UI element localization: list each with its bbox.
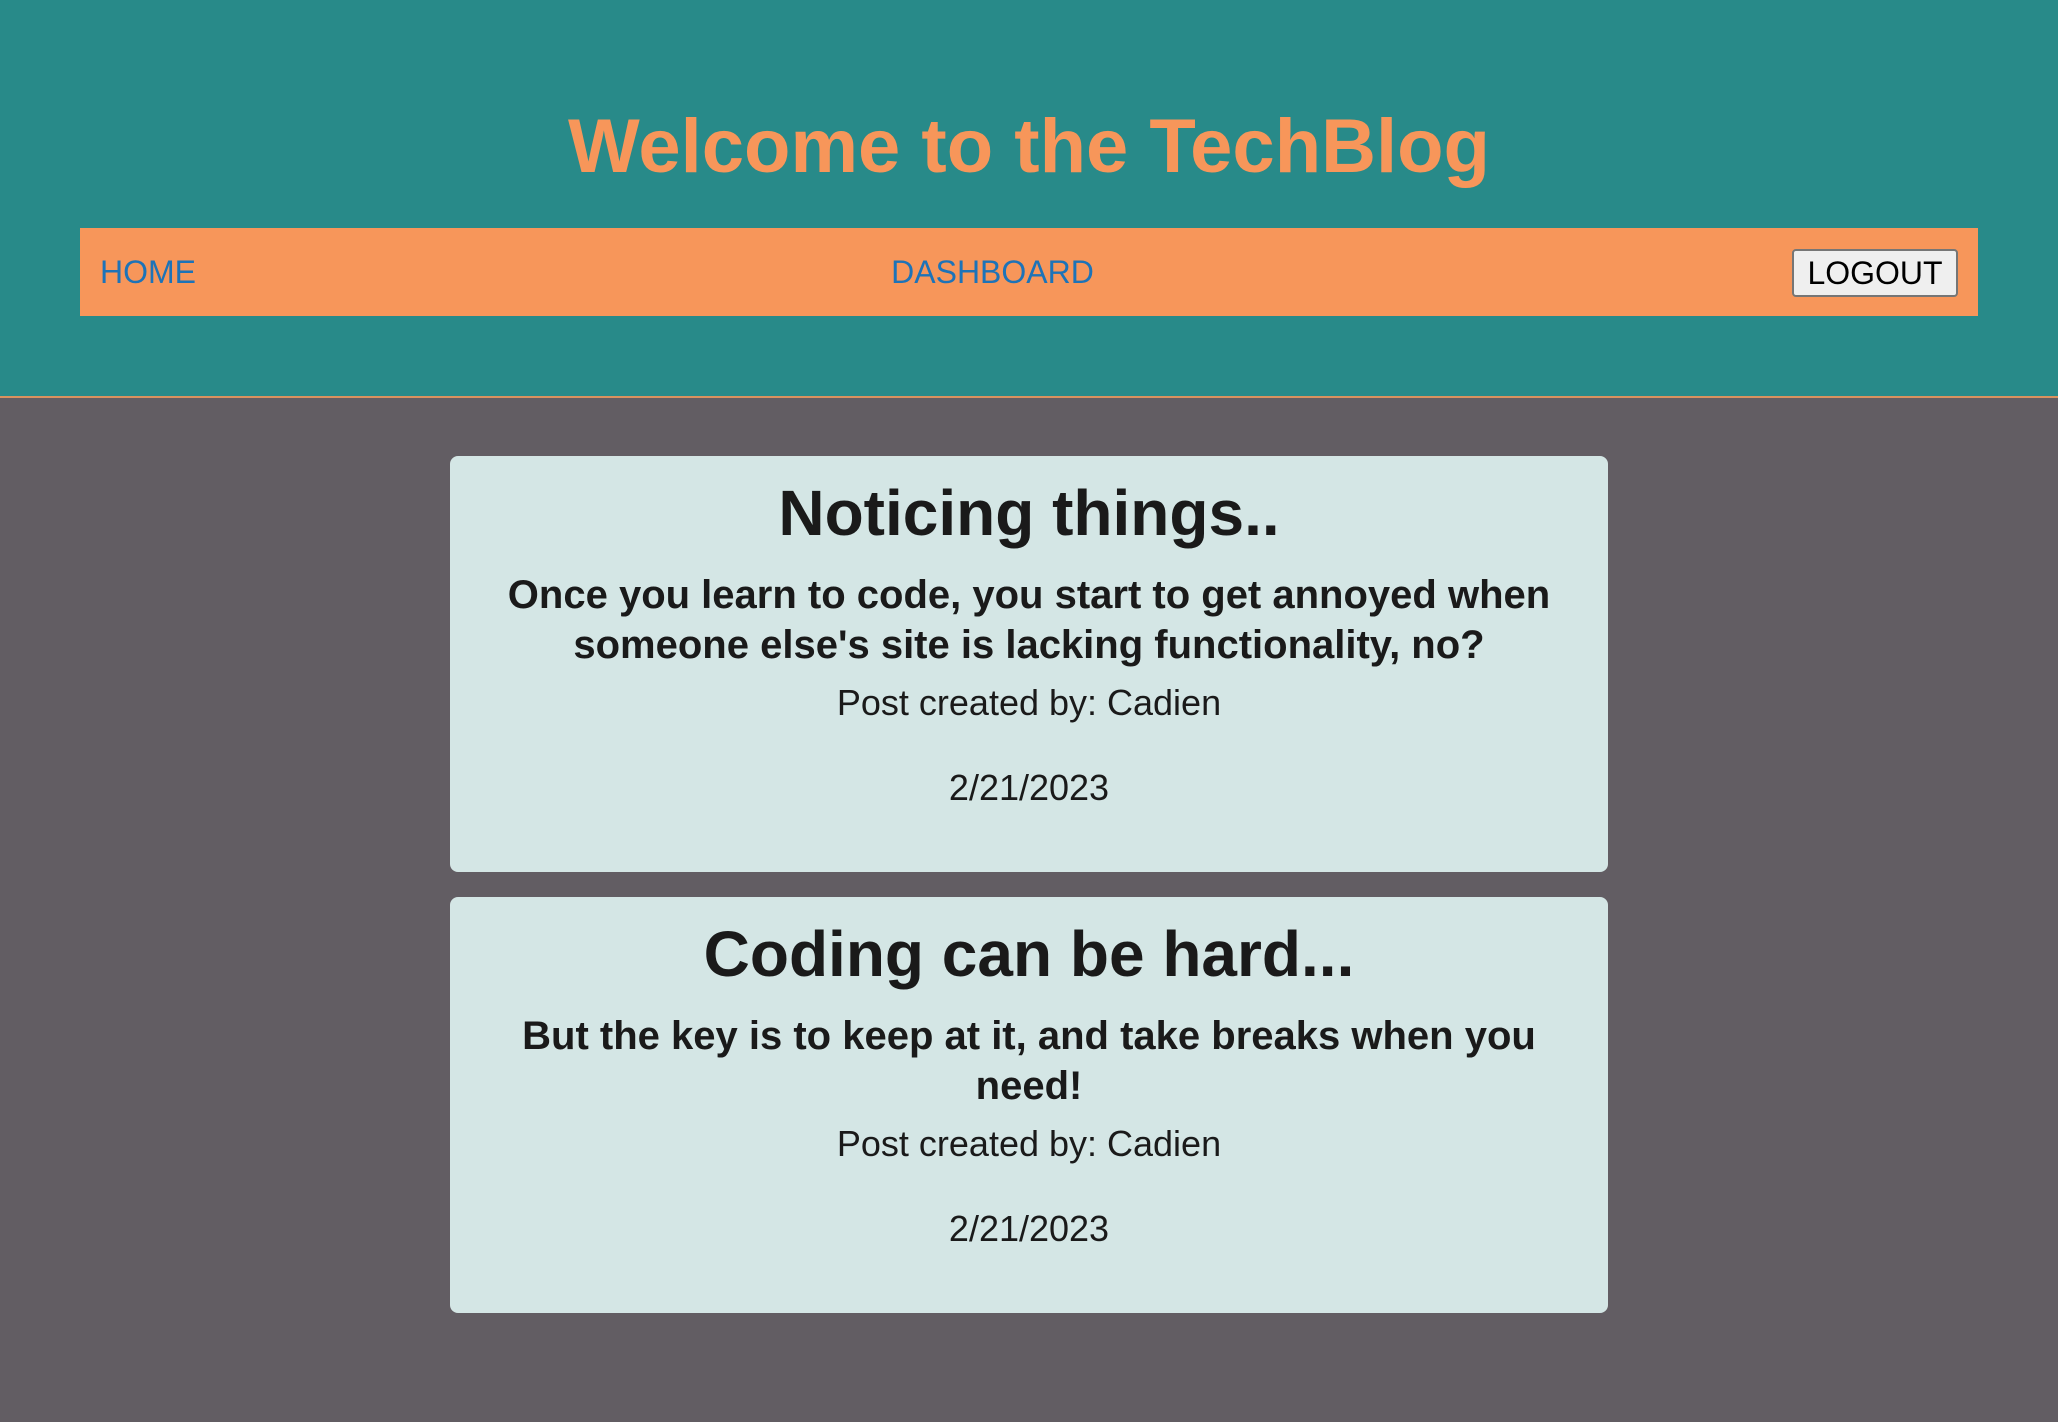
post-title[interactable]: Coding can be hard... <box>703 918 1355 990</box>
post-date: 2/21/2023 <box>948 767 1110 808</box>
nav-dashboard-link[interactable]: DASHBOARD <box>891 254 1094 290</box>
post-card[interactable]: Coding can be hard... But the key is to … <box>450 897 1608 1313</box>
nav-home-link[interactable]: HOME <box>100 254 196 290</box>
site-header: Welcome to the TechBlog HOME DASHBOARD L… <box>0 0 2058 398</box>
post-author: Post created by: Cadien <box>836 1123 1222 1164</box>
site-title: Welcome to the TechBlog <box>568 104 1490 189</box>
post-title[interactable]: Noticing things.. <box>778 477 1280 549</box>
posts-list: Noticing things.. Once you learn to code… <box>450 456 1608 1338</box>
post-card[interactable]: Noticing things.. Once you learn to code… <box>450 456 1608 872</box>
post-body: Once you learn to code, you start to get… <box>507 573 1551 667</box>
post-body: But the key is to keep at it, and take b… <box>522 1014 1536 1108</box>
post-date: 2/21/2023 <box>948 1208 1110 1249</box>
navbar: HOME DASHBOARD LOGOUT <box>80 228 1978 316</box>
logout-button[interactable]: LOGOUT <box>1792 249 1958 297</box>
post-author: Post created by: Cadien <box>836 682 1222 723</box>
